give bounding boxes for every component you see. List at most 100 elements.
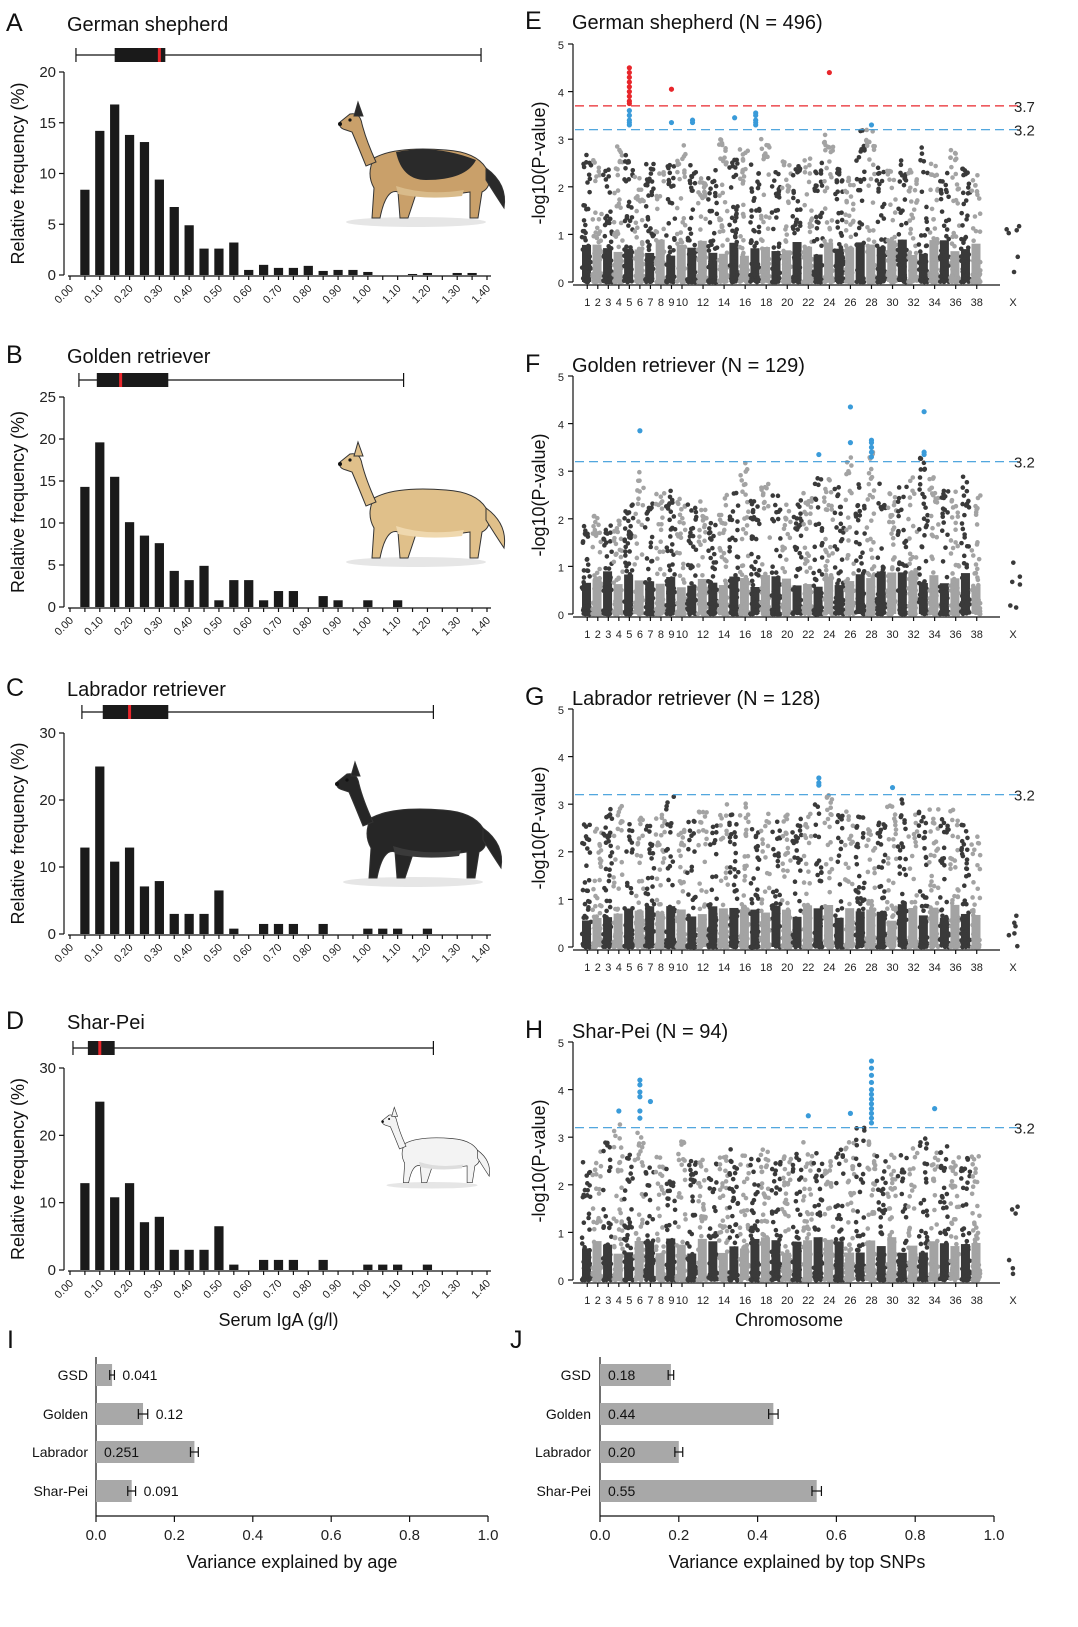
y-tick-label: 1	[558, 562, 564, 574]
snp-point	[889, 531, 894, 536]
snp-point	[765, 503, 771, 509]
snp-point	[608, 209, 613, 214]
snp-point	[706, 248, 712, 253]
y-tick-label: 20	[39, 431, 56, 448]
x-tick-label: 0.30	[142, 615, 166, 639]
snp-point	[795, 595, 800, 601]
snp-point	[627, 535, 632, 540]
snp-point	[945, 489, 951, 494]
snp-point	[734, 211, 739, 217]
snp-point	[681, 611, 687, 617]
snp-point	[635, 197, 641, 202]
snp-point	[746, 921, 752, 927]
snp-point	[692, 275, 697, 280]
x-tick-label: 3	[605, 629, 611, 641]
snp-point	[965, 245, 971, 250]
snp-point	[706, 944, 712, 950]
snp-point	[664, 940, 669, 946]
histogram-bar	[422, 928, 433, 934]
snp-point	[689, 526, 694, 532]
snp-point	[632, 256, 638, 261]
y-tick-label: 5	[558, 705, 564, 717]
x-tick-label: 1.10	[380, 283, 404, 307]
snp-point	[752, 588, 757, 593]
snp-point	[847, 488, 853, 494]
snp-point	[889, 236, 895, 242]
snp-point	[784, 502, 789, 508]
snp-point	[696, 563, 701, 568]
snp-point	[858, 554, 863, 560]
snp-point	[899, 239, 905, 245]
snp-point	[661, 572, 667, 577]
snp-point	[614, 272, 620, 278]
snp-point	[583, 824, 589, 829]
x-tick-label: 0.40	[172, 283, 196, 307]
snp-point	[808, 511, 813, 517]
x-tick-label: 6	[637, 629, 643, 641]
snp-point	[924, 243, 930, 248]
snp-point	[678, 261, 684, 266]
x-tick-label: 0.00	[52, 615, 76, 639]
snp-point	[648, 841, 653, 847]
snp-point	[647, 594, 653, 599]
snp-point	[775, 578, 781, 583]
snp-point	[689, 864, 695, 870]
snp-point	[835, 219, 840, 225]
snp-point	[681, 580, 687, 585]
snp-point	[949, 164, 954, 170]
snp-point	[910, 215, 916, 221]
snp-point	[814, 170, 819, 176]
snp-point	[724, 558, 729, 564]
snp-point	[680, 835, 686, 840]
snp-point	[770, 564, 775, 570]
snp-point	[900, 608, 906, 614]
snp-point	[866, 237, 871, 242]
histogram-bar	[139, 886, 150, 934]
snp-point	[607, 812, 613, 817]
snp-point	[846, 553, 851, 558]
snp-point	[960, 166, 966, 172]
y-tick-label: 25	[39, 389, 56, 406]
snp-point	[659, 499, 665, 504]
snp-point	[908, 185, 913, 191]
snp-point	[798, 511, 803, 516]
snp-point	[950, 607, 956, 613]
x-tick-label: 1.30	[440, 283, 464, 307]
snp-point	[713, 917, 719, 923]
y-axis-label: Relative frequency (%)	[8, 411, 28, 593]
snp-point	[975, 505, 980, 511]
snp-point	[693, 514, 699, 520]
snp-point	[714, 200, 719, 206]
snp-point	[731, 882, 737, 888]
snp-point	[690, 207, 696, 212]
snp-point	[964, 564, 970, 570]
snp-point	[959, 600, 965, 605]
snp-point	[671, 164, 677, 169]
histogram-bar	[258, 923, 269, 934]
snp-point	[948, 588, 954, 593]
snp-point	[606, 596, 612, 601]
snp-point	[672, 572, 677, 577]
snp-point	[682, 244, 688, 250]
snp-point	[890, 587, 895, 593]
snp-point	[973, 602, 978, 607]
snp-point	[662, 829, 667, 835]
snp-point	[880, 204, 885, 210]
snp-point	[639, 246, 645, 251]
snp-point	[786, 187, 791, 192]
x-tick-label: 0.80	[291, 1278, 315, 1302]
x-tick-label: 0.80	[291, 615, 315, 639]
snp-point	[695, 586, 701, 591]
x-tick-label: 2	[595, 297, 601, 309]
snp-point	[584, 589, 590, 594]
x-tick-label: 22	[802, 962, 814, 974]
snp-point	[931, 279, 937, 285]
snp-point	[645, 875, 651, 881]
x-tick-label: 0.10	[82, 615, 106, 639]
significant-snp	[753, 122, 759, 128]
snp-point	[669, 542, 675, 547]
x-tick-label: 0.60	[231, 283, 255, 307]
snp-point	[773, 252, 778, 258]
snp-point	[954, 256, 960, 261]
x-tick-label: 30	[886, 297, 898, 309]
